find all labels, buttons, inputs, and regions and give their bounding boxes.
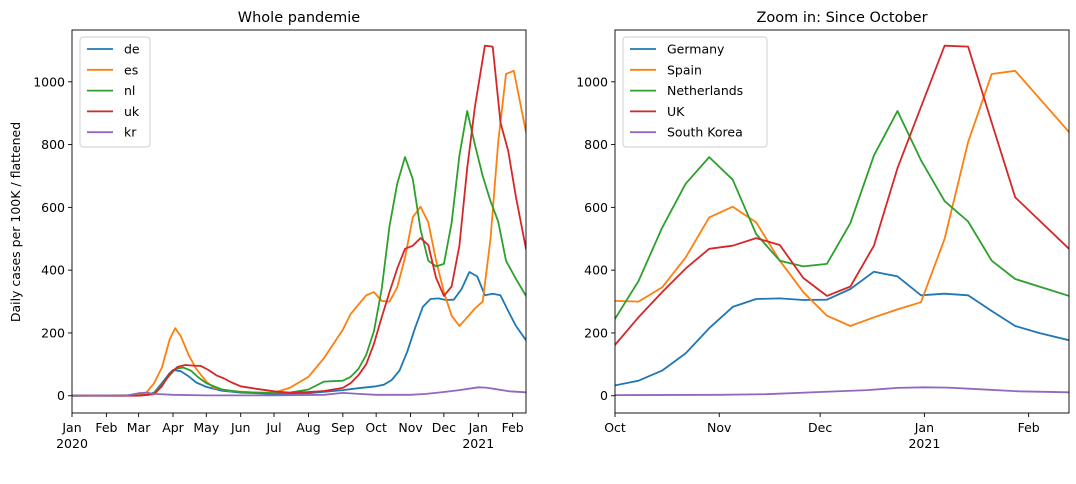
y-tick-label: 400: [584, 263, 608, 278]
x-tick-label: Feb: [95, 420, 117, 435]
series-line-south-korea: [615, 386, 1069, 397]
x-tick-label: Dec: [808, 420, 832, 435]
series-line-de: [72, 271, 526, 397]
x-tick-label: Apr: [162, 420, 184, 435]
y-tick-label: 800: [41, 137, 65, 152]
x-tick-label: Jan: [61, 420, 81, 435]
series-line-es: [72, 69, 526, 397]
legend-box: [622, 36, 768, 148]
y-axis-label: Daily cases per 100K / flattened: [8, 122, 23, 322]
legend: Germany Spain Netherlands UK South Korea: [622, 36, 768, 148]
x-tick-label: May: [193, 420, 219, 435]
series-line-uk: [72, 44, 526, 397]
legend-label: Germany: [667, 42, 725, 57]
y-tick-label: 1000: [576, 74, 608, 89]
series-line-nl: [72, 110, 526, 397]
right-chart-panel: Zoom in: Since October 0 200 400 600 800 1000 O…: [576, 10, 1070, 451]
series-group: [72, 44, 526, 397]
chart-title: Whole pandemie: [238, 10, 361, 26]
left-chart-panel: Whole pandemie02004006008001000Jan2020Fe…: [33, 10, 527, 451]
y-tick-label: 600: [41, 200, 65, 215]
legend-label: nl: [124, 83, 135, 98]
legend: de es nl uk kr: [79, 36, 151, 148]
y-tick-label: 200: [584, 325, 608, 340]
legend-label: UK: [667, 104, 685, 119]
series-line-kr: [72, 386, 526, 397]
legend-label: de: [124, 42, 140, 57]
x-tick-label: Oct: [604, 420, 626, 435]
x-tick-label: Jul: [265, 420, 281, 435]
series-line-uk: [615, 44, 1069, 346]
y-tick-label: 0: [57, 388, 65, 403]
y-tick-label: 800: [584, 137, 608, 152]
legend-label: South Korea: [667, 125, 743, 140]
y-tick-label: 400: [41, 263, 65, 278]
x-tick-label: Oct: [365, 420, 387, 435]
x-tick-year-label: 2021: [908, 436, 940, 451]
x-tick-label: Feb: [502, 420, 524, 435]
x-tick-label: Feb: [1018, 420, 1040, 435]
series-group: [615, 44, 1069, 397]
x-tick-label: Mar: [127, 420, 151, 435]
legend-label: uk: [124, 104, 140, 119]
legend-label: Netherlands: [667, 83, 743, 98]
x-tick-label: Jan: [468, 420, 488, 435]
x-tick-year-label: 2020: [56, 436, 88, 451]
x-tick-label: Jan: [914, 420, 934, 435]
x-tick-year-label: 2021: [462, 436, 494, 451]
plot-frame: [614, 29, 1070, 414]
x-tick-label: Dec: [432, 420, 456, 435]
y-tick-label: 600: [584, 200, 608, 215]
chart-title: Zoom in: Since October: [756, 10, 927, 26]
series-line-netherlands: [615, 110, 1069, 320]
x-tick-label: Nov: [398, 420, 423, 435]
y-tick-label: 1000: [33, 74, 65, 89]
plot-frame: [71, 29, 527, 414]
y-tick-label: 200: [41, 325, 65, 340]
series-line-spain: [615, 69, 1069, 327]
legend-label: kr: [124, 125, 137, 140]
legend-box: [79, 36, 151, 148]
x-tick-label: Jun: [230, 420, 251, 435]
series-line-germany: [615, 270, 1069, 387]
y-tick-label: 0: [600, 388, 608, 403]
x-tick-label: Sep: [331, 420, 355, 435]
x-tick-label: Aug: [296, 420, 320, 435]
legend-label: es: [124, 62, 138, 77]
x-tick-label: Nov: [707, 420, 732, 435]
legend-label: Spain: [667, 62, 702, 77]
